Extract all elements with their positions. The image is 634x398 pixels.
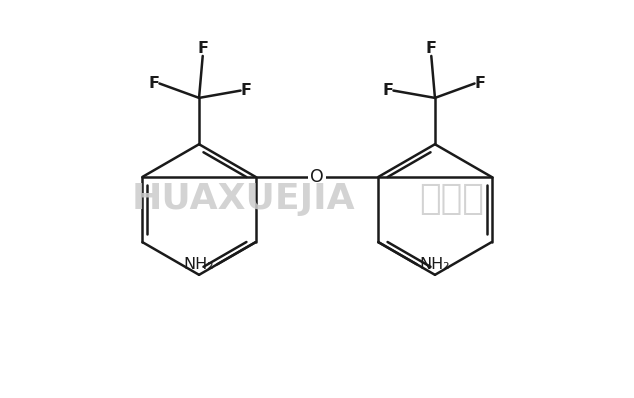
Text: O: O xyxy=(310,168,324,186)
Text: F: F xyxy=(426,41,437,56)
Text: F: F xyxy=(240,83,252,98)
Text: NH₂: NH₂ xyxy=(184,257,214,272)
Text: F: F xyxy=(474,76,486,91)
Text: 化学加: 化学加 xyxy=(419,182,484,216)
Text: NH₂: NH₂ xyxy=(420,257,450,272)
Text: F: F xyxy=(148,76,160,91)
Text: F: F xyxy=(197,41,208,56)
Text: HUAXUEJIA: HUAXUEJIA xyxy=(132,182,356,216)
Text: F: F xyxy=(382,83,394,98)
